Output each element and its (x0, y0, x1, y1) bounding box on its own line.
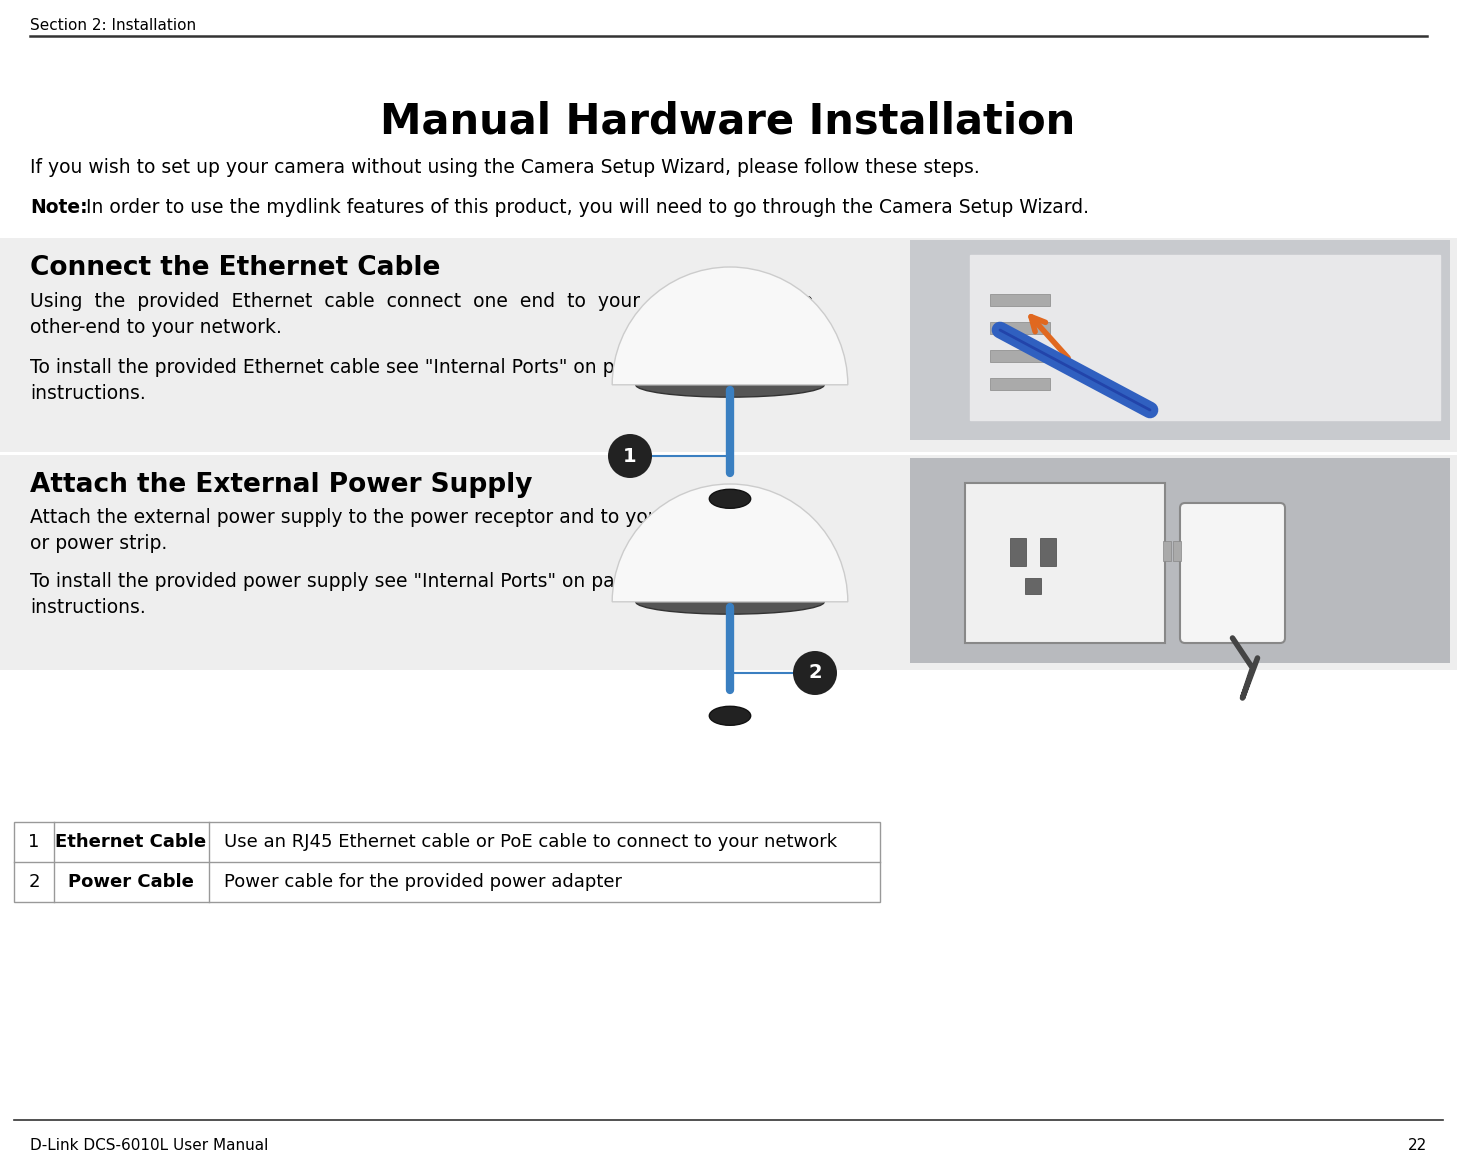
Text: Attach the external power supply to the power receptor and to your wall outlet: Attach the external power supply to the … (31, 508, 771, 527)
Text: To install the provided power supply see "Internal Ports" on page 8 for detailed: To install the provided power supply see… (31, 573, 769, 591)
Wedge shape (612, 484, 848, 602)
Text: or power strip.: or power strip. (31, 534, 168, 553)
Text: Using  the  provided  Ethernet  cable  connect  one  end  to  your  camera  and : Using the provided Ethernet cable connec… (31, 292, 813, 311)
Text: If you wish to set up your camera without using the Camera Setup Wizard, please : If you wish to set up your camera withou… (31, 158, 979, 177)
Text: Attach the External Power Supply: Attach the External Power Supply (31, 472, 532, 498)
Bar (1040, 538, 1056, 566)
Text: 2: 2 (28, 873, 39, 891)
Wedge shape (612, 267, 848, 385)
Text: instructions.: instructions. (31, 384, 146, 403)
Text: Power Cable: Power Cable (68, 873, 194, 891)
Text: In order to use the mydlink features of this product, you will need to go throug: In order to use the mydlink features of … (80, 198, 1088, 217)
Text: 1: 1 (624, 446, 637, 466)
Bar (1173, 541, 1182, 561)
Text: D-Link DCS-6010L User Manual: D-Link DCS-6010L User Manual (31, 1138, 268, 1153)
Text: To install the provided Ethernet cable see "Internal Ports" on page 8 for detail: To install the provided Ethernet cable s… (31, 358, 781, 377)
Bar (15, 862, 880, 902)
Text: Section 2: Installation: Section 2: Installation (31, 19, 197, 32)
Bar (989, 322, 1050, 334)
Bar (989, 294, 1050, 306)
Ellipse shape (635, 590, 825, 614)
Ellipse shape (710, 706, 750, 726)
Circle shape (608, 433, 651, 478)
Bar (15, 822, 880, 902)
Text: Power cable for the provided power adapter: Power cable for the provided power adapt… (224, 873, 622, 891)
Text: other-end to your network.: other-end to your network. (31, 318, 281, 337)
FancyBboxPatch shape (1180, 503, 1285, 643)
Bar (0, 455, 1457, 670)
Text: 1: 1 (28, 833, 39, 851)
Bar (965, 483, 1166, 643)
Circle shape (793, 651, 836, 695)
Bar (0, 238, 1457, 452)
Bar (911, 240, 1450, 440)
Bar (1163, 541, 1171, 561)
Text: Ethernet Cable: Ethernet Cable (55, 833, 207, 851)
Text: 2: 2 (809, 663, 822, 683)
Polygon shape (970, 255, 1440, 420)
Bar (989, 378, 1050, 389)
Bar (1010, 538, 1026, 566)
Text: instructions.: instructions. (31, 598, 146, 617)
Text: Note:: Note: (31, 198, 87, 217)
Bar (989, 350, 1050, 362)
Ellipse shape (710, 489, 750, 509)
Text: Manual Hardware Installation: Manual Hardware Installation (380, 100, 1075, 143)
Bar (1026, 578, 1040, 595)
Bar (15, 822, 880, 862)
Text: 22: 22 (1407, 1138, 1426, 1153)
Text: Use an RJ45 Ethernet cable or PoE cable to connect to your network: Use an RJ45 Ethernet cable or PoE cable … (224, 833, 838, 851)
Text: Connect the Ethernet Cable: Connect the Ethernet Cable (31, 255, 440, 280)
Ellipse shape (635, 372, 825, 398)
Bar (911, 458, 1450, 663)
